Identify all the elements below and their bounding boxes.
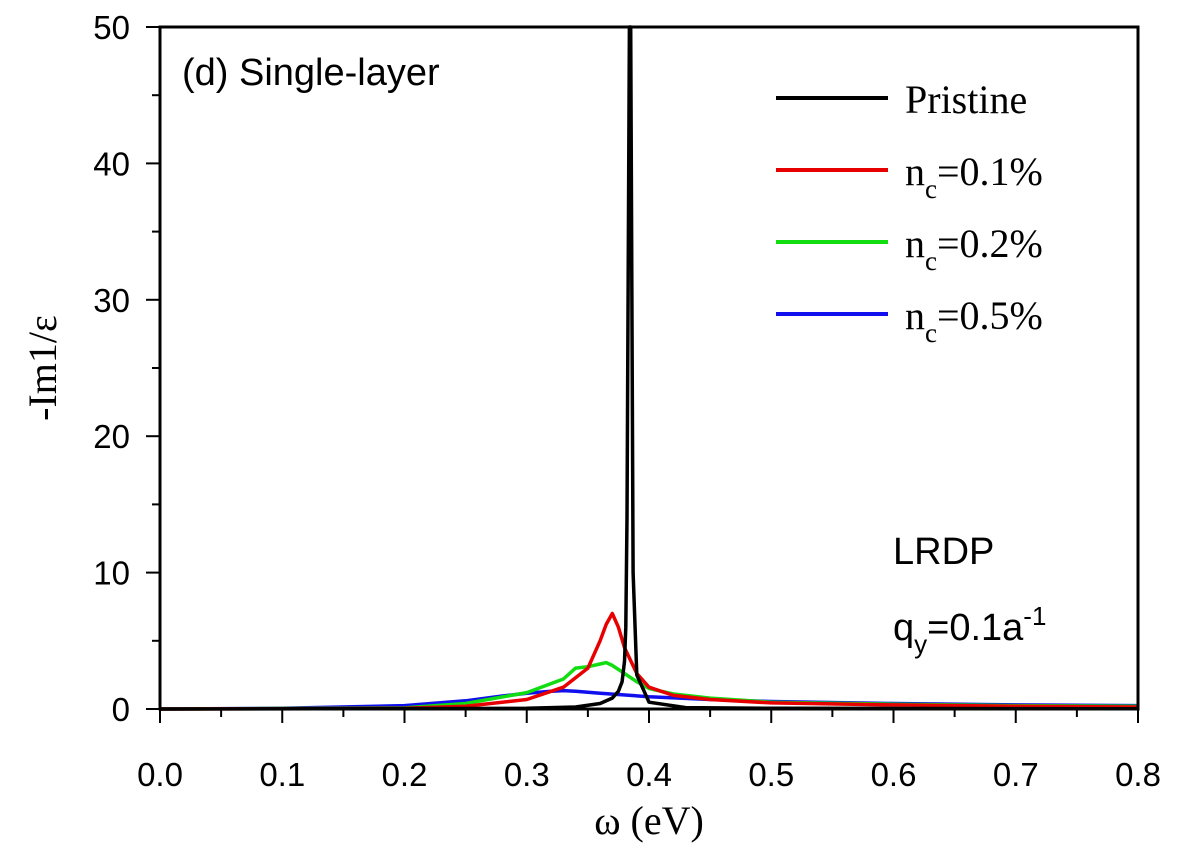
- tick-labels: 0.0 0.1 0.2 0.3 0.4 0.5 0.6 0.7 0.8 0 10 20 30 40 50: [93, 9, 1161, 793]
- legend-label-base: n: [905, 221, 925, 266]
- y-tick-label: 20: [93, 418, 130, 455]
- y-tick-label: 40: [93, 145, 130, 182]
- legend-label-sub: c: [925, 318, 937, 348]
- y-tick-label: 30: [93, 282, 130, 319]
- legend-label: nc=0.5%: [905, 293, 1043, 348]
- x-axis-title: ω (eV): [594, 798, 704, 843]
- series-line-pristine: [159, 25, 1139, 711]
- series-line-n-c-0-1: [159, 611, 1139, 711]
- x-tick-label: 0.7: [993, 756, 1039, 793]
- legend-label: nc=0.2%: [905, 221, 1043, 276]
- y-tick-label: 10: [93, 555, 130, 592]
- legend-label: nc=0.1%: [905, 149, 1043, 204]
- x-tick-label: 0.3: [504, 756, 550, 793]
- legend-label-tail: =0.2%: [937, 221, 1043, 266]
- annotation-qy-base: q: [893, 607, 914, 649]
- y-axis-title: -Im1/ε: [20, 315, 65, 421]
- legend-label-base: Pristine: [905, 77, 1027, 122]
- x-tick-label: 0.4: [626, 756, 672, 793]
- y-tick-label: 50: [93, 9, 130, 46]
- x-tick-label: 0.6: [871, 756, 917, 793]
- x-tick-label: 0.2: [382, 756, 428, 793]
- series-layer: [159, 25, 1139, 711]
- y-tick-label: 0: [112, 691, 130, 728]
- panel-label: (d) Single-layer: [182, 52, 440, 94]
- x-tick-label: 0.5: [748, 756, 794, 793]
- legend-label: Pristine: [905, 77, 1027, 122]
- legend-label-tail: =0.1%: [937, 149, 1043, 194]
- legend-label-base: n: [905, 293, 925, 338]
- annotation-qy-sub: y: [914, 629, 927, 659]
- x-tick-label: 0.0: [137, 756, 183, 793]
- x-tick-label: 0.8: [1115, 756, 1161, 793]
- legend-label-base: n: [905, 149, 925, 194]
- plot-frame: [158, 25, 1140, 711]
- annotation-qy-sup: -1: [1023, 601, 1046, 631]
- x-tick-label: 0.1: [259, 756, 305, 793]
- legend-label-tail: =0.5%: [937, 293, 1043, 338]
- annotation-lrdp: LRDP: [893, 531, 994, 573]
- annotation-qy: qy=0.1a-1: [893, 601, 1046, 659]
- legend-label-sub: c: [925, 174, 937, 204]
- annotation-qy-mid: =0.1a: [927, 607, 1024, 649]
- legend-label-sub: c: [925, 246, 937, 276]
